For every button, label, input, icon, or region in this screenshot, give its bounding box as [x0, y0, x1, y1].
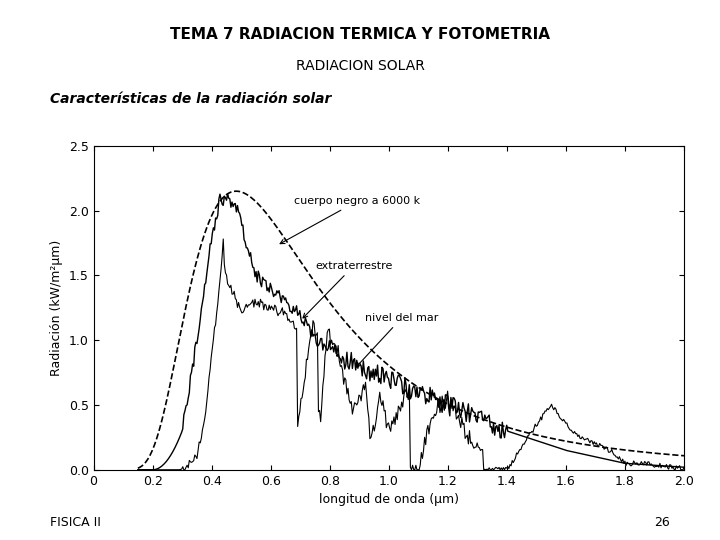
- Text: RADIACION SOLAR: RADIACION SOLAR: [296, 59, 424, 73]
- Text: 26: 26: [654, 516, 670, 529]
- Text: cuerpo negro a 6000 k: cuerpo negro a 6000 k: [280, 196, 420, 244]
- Y-axis label: Radiación (kW/m²μm): Radiación (kW/m²μm): [50, 240, 63, 376]
- X-axis label: longitud de onda (μm): longitud de onda (μm): [319, 493, 459, 506]
- Text: TEMA 7 RADIACION TERMICA Y FOTOMETRIA: TEMA 7 RADIACION TERMICA Y FOTOMETRIA: [170, 27, 550, 42]
- Text: extraterrestre: extraterrestre: [303, 261, 392, 318]
- Text: FISICA II: FISICA II: [50, 516, 102, 529]
- Text: Características de la radiación solar: Características de la radiación solar: [50, 92, 332, 106]
- Text: nivel del mar: nivel del mar: [356, 313, 438, 367]
